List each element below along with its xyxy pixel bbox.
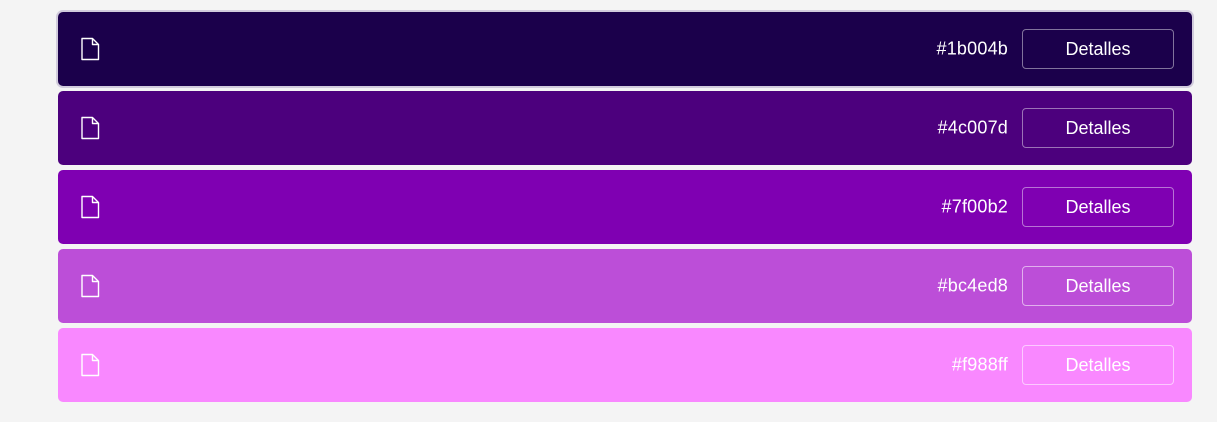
details-button[interactable]: Detalles (1022, 345, 1174, 385)
file-icon (81, 37, 100, 61)
color-hex-label: #7f00b2 (941, 196, 1008, 217)
color-hex-label: #4c007d (937, 117, 1008, 138)
color-hex-label: #bc4ed8 (937, 275, 1008, 296)
color-row: #4c007d Detalles (58, 91, 1192, 165)
details-button[interactable]: Detalles (1022, 187, 1174, 227)
color-list: #1b004b Detalles #4c007d Detalles #7f00b… (58, 12, 1192, 407)
file-icon (81, 116, 100, 140)
color-row: #bc4ed8 Detalles (58, 249, 1192, 323)
color-row: #7f00b2 Detalles (58, 170, 1192, 244)
file-icon (81, 274, 100, 298)
color-hex-label: #f988ff (951, 354, 1008, 375)
details-button[interactable]: Detalles (1022, 108, 1174, 148)
details-button[interactable]: Detalles (1022, 266, 1174, 306)
file-icon (81, 353, 100, 377)
color-row: #f988ff Detalles (58, 328, 1192, 402)
file-icon (81, 195, 100, 219)
color-hex-label: #1b004b (936, 38, 1008, 59)
color-row: #1b004b Detalles (58, 12, 1192, 86)
details-button[interactable]: Detalles (1022, 29, 1174, 69)
